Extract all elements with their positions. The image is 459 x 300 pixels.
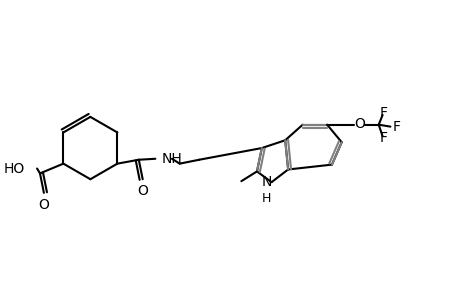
Text: F: F (379, 131, 387, 145)
Text: NH: NH (161, 152, 182, 166)
Text: HO: HO (3, 161, 24, 176)
Text: N: N (261, 175, 271, 189)
Text: H: H (262, 192, 271, 205)
Text: F: F (392, 120, 399, 134)
Text: F: F (379, 106, 387, 120)
Text: O: O (353, 117, 364, 131)
Text: O: O (39, 198, 49, 212)
Text: O: O (137, 184, 148, 198)
